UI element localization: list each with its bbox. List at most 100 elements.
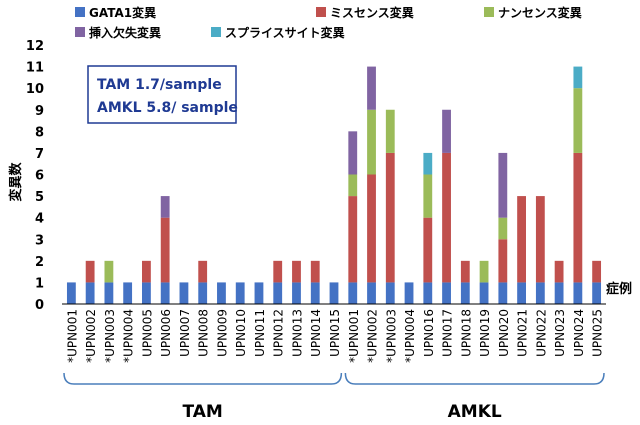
y-tick-label-12: 12 bbox=[26, 39, 44, 54]
bar-11-series-1 bbox=[273, 260, 283, 283]
x-tick-label-14: UPN015 bbox=[328, 309, 342, 357]
bar-24-series-0 bbox=[517, 282, 526, 304]
bar-8-series-0 bbox=[217, 282, 226, 304]
y-tick-label-8: 8 bbox=[35, 125, 44, 140]
y-tick-label-7: 7 bbox=[35, 147, 44, 162]
legend-swatch-2 bbox=[484, 7, 494, 17]
bar-19-series-4 bbox=[423, 152, 433, 175]
bar-27-series-1 bbox=[573, 152, 583, 283]
bar-17-series-1 bbox=[385, 152, 395, 283]
y-axis-title: 変異数 bbox=[8, 162, 24, 202]
bar-17-series-2 bbox=[385, 109, 395, 153]
x-axis-labels: *UPN001 *UPN002 *UPN003 *UPN004 UPN005 UPN006… bbox=[65, 309, 604, 363]
bar-5-series-3 bbox=[160, 196, 170, 218]
x-tick-label-25: UPN022 bbox=[534, 309, 548, 357]
bar-12-series-1 bbox=[292, 260, 301, 283]
group-bracket-0 bbox=[63, 372, 343, 385]
bar-15-series-1 bbox=[348, 196, 358, 283]
x-tick-label-13: UPN014 bbox=[309, 309, 323, 357]
bar-15-series-2 bbox=[348, 174, 358, 197]
x-tick-label-21: UPN018 bbox=[459, 309, 473, 357]
bar-7-series-1 bbox=[198, 260, 208, 283]
bar-19-series-1 bbox=[423, 217, 433, 283]
y-tick-label-10: 10 bbox=[26, 82, 44, 97]
mutation-rate-annotation: TAM 1.7/sample AMKL 5.8/ sample bbox=[87, 65, 238, 124]
legend-label-2: ナンセンス変異 bbox=[498, 5, 582, 20]
bar-5-series-1 bbox=[160, 217, 170, 283]
bar-2-series-2 bbox=[104, 260, 114, 283]
bar-13-series-0 bbox=[310, 282, 320, 304]
x-tick-label-19: UPN016 bbox=[422, 309, 436, 357]
bar-23-series-1 bbox=[498, 239, 508, 283]
y-tick-label-0: 0 bbox=[35, 298, 44, 313]
group-label-0: TAM bbox=[183, 402, 223, 422]
x-tick-label-18: *UPN004 bbox=[403, 309, 417, 363]
legend-swatch-0 bbox=[75, 7, 85, 17]
bar-18-series-0 bbox=[404, 282, 414, 304]
bar-26-series-1 bbox=[554, 260, 564, 283]
legend-label-0: GATA1変異 bbox=[89, 5, 156, 20]
bar-10-series-0 bbox=[254, 282, 264, 304]
x-tick-label-16: *UPN002 bbox=[366, 309, 380, 363]
legend-swatch-1 bbox=[316, 7, 326, 17]
x-tick-label-15: *UPN001 bbox=[347, 309, 361, 363]
bar-14-series-0 bbox=[329, 282, 339, 304]
bar-15-series-0 bbox=[348, 282, 358, 304]
x-tick-label-23: UPN020 bbox=[497, 309, 511, 357]
bar-13-series-1 bbox=[310, 260, 320, 283]
y-tick-label-11: 11 bbox=[26, 61, 44, 76]
bar-0-series-0 bbox=[66, 282, 76, 304]
x-tick-label-12: UPN013 bbox=[290, 309, 304, 357]
bar-28-series-1 bbox=[592, 260, 602, 283]
bar-20-series-3 bbox=[442, 109, 451, 153]
y-tick-label-2: 2 bbox=[35, 255, 44, 270]
y-tick-label-3: 3 bbox=[35, 233, 44, 248]
x-tick-label-27: UPN024 bbox=[572, 309, 586, 357]
y-tick-label-6: 6 bbox=[35, 169, 44, 184]
bar-16-series-2 bbox=[367, 109, 376, 175]
x-tick-label-22: UPN019 bbox=[478, 309, 492, 357]
bar-16-series-3 bbox=[367, 66, 376, 110]
annotation-line-2: AMKL 5.8/ sample bbox=[97, 100, 238, 116]
x-tick-label-9: UPN010 bbox=[234, 309, 248, 357]
x-tick-label-24: UPN021 bbox=[516, 309, 530, 357]
legend-label-1: ミスセンス変異 bbox=[330, 5, 414, 20]
annotation-box bbox=[87, 65, 237, 124]
bar-22-series-0 bbox=[479, 282, 489, 304]
x-tick-label-10: UPN011 bbox=[253, 309, 267, 357]
group-bracket-1 bbox=[344, 372, 605, 385]
bar-27-series-4 bbox=[573, 66, 583, 89]
bar-23-series-0 bbox=[498, 282, 508, 304]
y-tick-label-4: 4 bbox=[35, 212, 44, 227]
bar-25-series-0 bbox=[535, 282, 545, 304]
bar-12-series-0 bbox=[292, 282, 301, 304]
annotation-line-1: TAM 1.7/sample bbox=[97, 77, 222, 93]
bar-27-series-2 bbox=[573, 88, 583, 153]
x-tick-label-1: *UPN002 bbox=[84, 309, 98, 363]
bar-28-series-0 bbox=[592, 282, 602, 304]
bar-20-series-0 bbox=[442, 282, 451, 304]
x-tick-label-26: UPN023 bbox=[553, 309, 567, 357]
bar-2-series-0 bbox=[104, 282, 114, 304]
y-tick-label-9: 9 bbox=[35, 104, 44, 119]
x-tick-label-3: *UPN004 bbox=[122, 309, 136, 363]
legend-label-4: スプライスサイト変異 bbox=[225, 25, 345, 40]
group-brackets: TAM AMKL bbox=[63, 372, 605, 422]
bar-17-series-0 bbox=[385, 282, 395, 304]
bar-16-series-0 bbox=[367, 282, 376, 304]
bar-15-series-3 bbox=[348, 131, 358, 175]
bar-21-series-1 bbox=[460, 260, 470, 283]
bar-20-series-1 bbox=[442, 152, 451, 283]
bar-1-series-1 bbox=[85, 260, 95, 283]
group-label-1: AMKL bbox=[448, 402, 502, 422]
y-tick-label-1: 1 bbox=[35, 276, 44, 291]
bar-23-series-3 bbox=[498, 152, 508, 218]
x-tick-label-4: UPN005 bbox=[140, 309, 154, 357]
bar-19-series-2 bbox=[423, 174, 433, 218]
bar-4-series-0 bbox=[142, 282, 151, 304]
x-tick-label-7: UPN008 bbox=[197, 309, 211, 357]
x-tick-label-8: UPN009 bbox=[215, 309, 229, 357]
